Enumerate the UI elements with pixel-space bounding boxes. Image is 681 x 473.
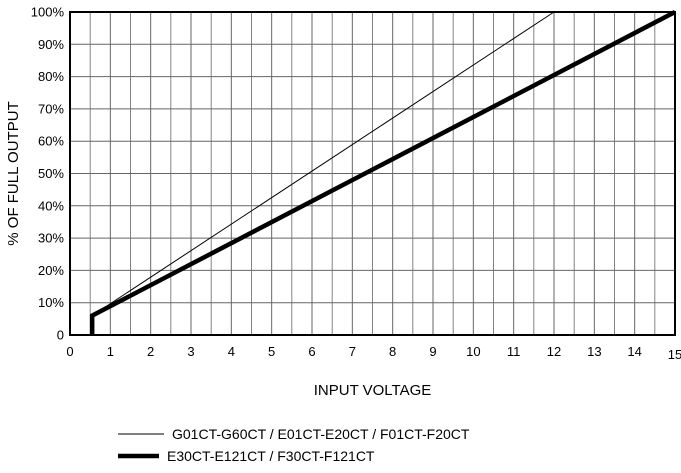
x-tick-label: 15 (668, 347, 681, 362)
y-tick-label: 30% (38, 231, 64, 246)
y-axis-title: % OF FULL OUTPUT (5, 101, 22, 245)
y-tick-label: 100% (31, 5, 65, 20)
x-tick-label: 5 (268, 344, 275, 359)
x-tick-label: 4 (228, 344, 235, 359)
x-tick-label: 11 (507, 344, 521, 359)
x-tick-label: 2 (147, 344, 154, 359)
y-tick-label: 80% (38, 69, 64, 84)
x-tick-label: 8 (389, 344, 396, 359)
x-tick-label: 14 (627, 344, 641, 359)
x-axis-title: INPUT VOLTAGE (314, 382, 432, 399)
x-tick-label: 1 (107, 344, 114, 359)
series-layer (89, 10, 677, 335)
y-tick-label: 0 (57, 328, 64, 343)
series-line-2 (89, 10, 677, 335)
y-tick-label: 40% (38, 198, 64, 213)
x-tick-label: 3 (187, 344, 194, 359)
y-tick-label: 90% (38, 37, 64, 52)
y-tick-label: 60% (38, 134, 64, 149)
legend: G01CT-G60CT / E01CT-E20CT / F01CT-F20CT E… (118, 426, 470, 464)
x-tick-label: 12 (547, 344, 561, 359)
x-tick-label: 13 (587, 344, 601, 359)
plot-frame (69, 11, 676, 336)
x-tick-label: 9 (429, 344, 436, 359)
y-tick-label: 50% (38, 166, 64, 181)
x-tick-label: 6 (308, 344, 315, 359)
y-tick-label: 10% (38, 295, 64, 310)
legend-label-2: E30CT-E121CT / F30CT-F121CT (167, 448, 375, 464)
x-tick-label: 7 (349, 344, 356, 359)
x-tick-label: 0 (66, 344, 73, 359)
axes: 010%20%30%40%50%60%70%80%90%100%0 1 2 3 4 5 6 7… (5, 5, 681, 400)
y-tick-label: 20% (38, 263, 64, 278)
grid (70, 12, 675, 335)
legend-label-1: G01CT-G60CT / E01CT-E20CT / F01CT-F20CT (172, 426, 470, 442)
x-tick-label: 10 (466, 344, 480, 359)
y-tick-label: 70% (38, 101, 64, 116)
